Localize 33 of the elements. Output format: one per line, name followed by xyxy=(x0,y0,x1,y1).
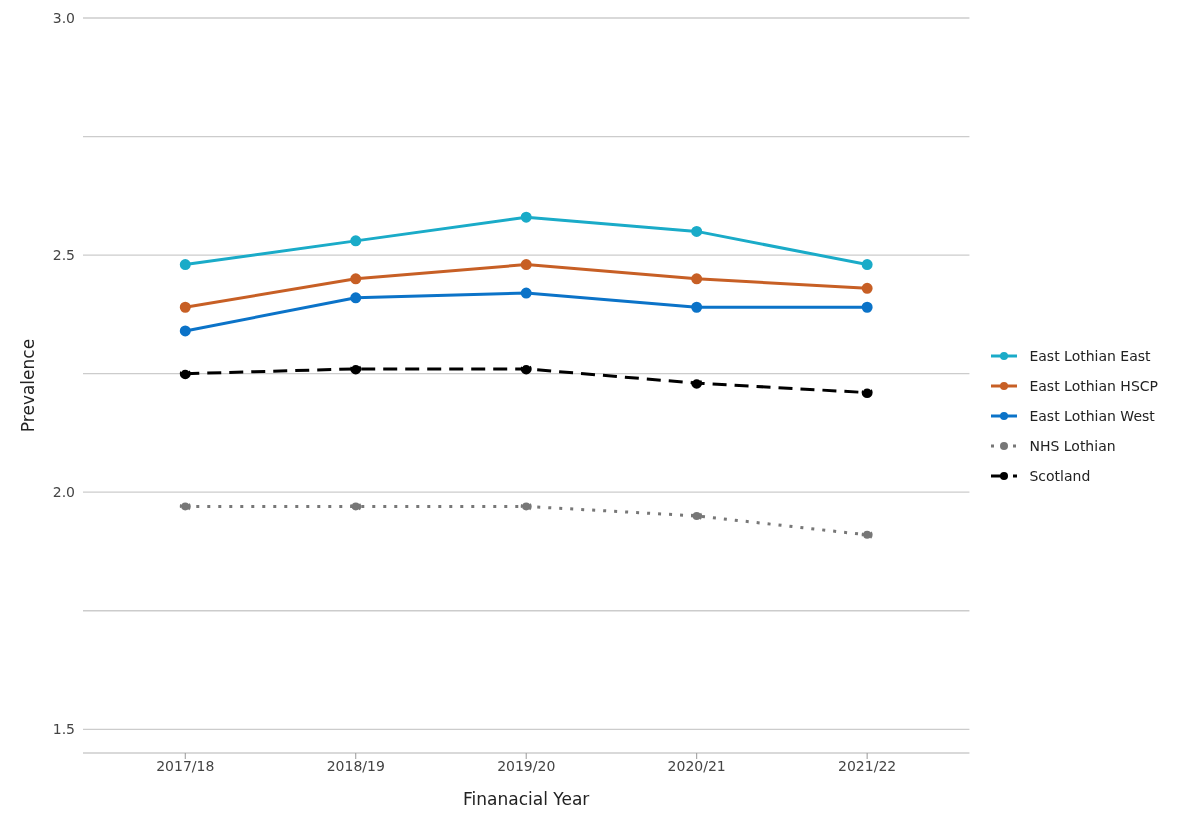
legend-label: Scotland xyxy=(1029,467,1091,484)
x-tick-label: 2021/22 xyxy=(838,757,897,774)
y-tick-label: 3.0 xyxy=(52,9,75,26)
point xyxy=(179,325,191,337)
x-tick-label: 2017/18 xyxy=(156,757,215,774)
point xyxy=(179,368,191,380)
y-axis-title: Prevalence xyxy=(18,338,39,433)
point xyxy=(350,273,362,285)
point xyxy=(691,273,703,285)
point xyxy=(861,282,873,294)
point xyxy=(520,287,532,299)
point xyxy=(520,259,532,271)
x-axis-title: Finanacial Year xyxy=(463,789,590,809)
legend-label: East Lothian West xyxy=(1029,407,1155,424)
x-tick-label: 2020/21 xyxy=(667,757,726,774)
point xyxy=(691,225,703,237)
legend-label: East Lothian HSCP xyxy=(1029,377,1158,394)
point xyxy=(861,259,873,271)
point xyxy=(179,301,191,313)
legend-label: NHS Lothian xyxy=(1029,437,1116,454)
point xyxy=(350,292,362,304)
x-tick-label: 2019/20 xyxy=(497,757,556,774)
point xyxy=(179,259,191,271)
point xyxy=(520,211,532,223)
point xyxy=(861,387,873,399)
y-tick-label: 2.5 xyxy=(52,247,75,264)
point xyxy=(861,301,873,313)
point xyxy=(691,301,703,313)
legend-label: East Lothian East xyxy=(1029,347,1151,364)
point xyxy=(350,235,362,247)
y-tick-label: 1.5 xyxy=(52,721,75,738)
x-tick-label: 2018/19 xyxy=(326,757,385,774)
y-tick-label: 2.0 xyxy=(52,484,75,501)
